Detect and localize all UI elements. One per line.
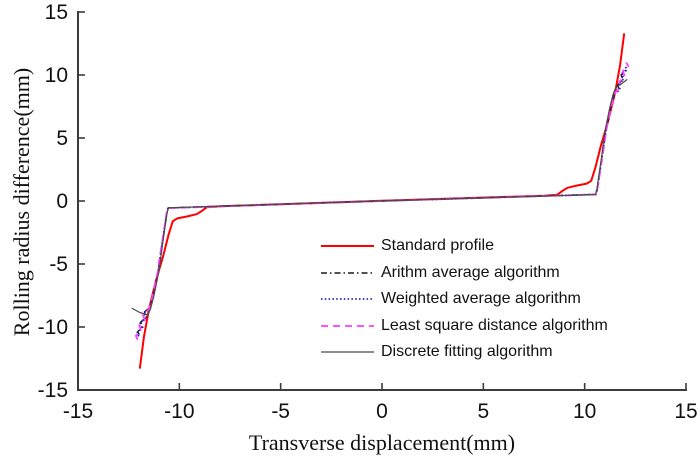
series-line-3	[134, 61, 630, 341]
legend-item-4: Discrete fitting algorithm	[320, 339, 608, 366]
legend-label: Weighted average algorithm	[381, 290, 581, 308]
x-tick-label: 10	[573, 400, 596, 423]
series-line-2	[136, 65, 628, 337]
y-axis-title: Rolling radius difference(mm)	[9, 67, 34, 337]
legend-swatch-solid	[321, 351, 374, 353]
legend-swatch-dashed	[321, 324, 374, 327]
x-tick-label: -10	[164, 400, 194, 423]
y-tick-label: -15	[38, 379, 68, 402]
legend-label: Least square distance algorithm	[381, 316, 608, 334]
x-axis-title: Transverse displacement(mm)	[248, 430, 516, 455]
legend-label: Discrete fitting algorithm	[381, 343, 553, 361]
x-tick-label: -15	[63, 400, 93, 423]
legend-label: Standard profile	[381, 237, 494, 255]
x-tick-label: -5	[271, 400, 290, 423]
legend-item-2: Weighted average algorithm	[320, 286, 608, 313]
x-tick-label: 0	[376, 400, 388, 423]
series-line-4	[131, 78, 628, 316]
series-line-1	[137, 67, 627, 335]
legend-item-1: Arithm average algorithm	[320, 260, 608, 287]
y-tick-label: 10	[45, 64, 68, 87]
y-tick-label: -10	[38, 316, 68, 339]
x-tick-label: 15	[674, 400, 697, 423]
legend-swatch-solid	[321, 245, 374, 248]
x-tick-label: 5	[477, 400, 489, 423]
legend-item-3: Least square distance algorithm	[320, 313, 608, 340]
y-tick-label: -5	[49, 253, 68, 276]
y-tick-label: 0	[56, 190, 68, 213]
legend-label: Arithm average algorithm	[381, 263, 560, 281]
legend-swatch-dash-dot	[321, 272, 374, 274]
legend-swatch-dotted	[321, 298, 374, 301]
y-tick-label: 15	[45, 1, 68, 24]
y-tick-label: 5	[56, 127, 68, 150]
legend: Standard profile Arithm average algorithm…	[320, 233, 608, 366]
legend-item-0: Standard profile	[320, 233, 608, 260]
